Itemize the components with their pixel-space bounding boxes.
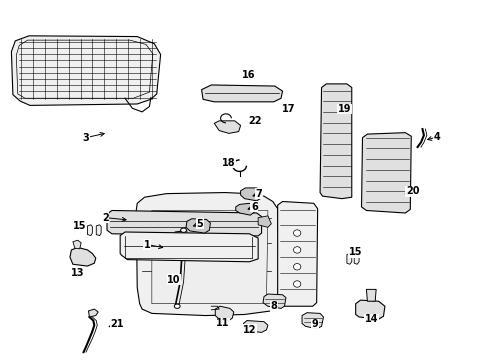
Ellipse shape — [293, 247, 300, 253]
Polygon shape — [235, 203, 254, 215]
Polygon shape — [185, 219, 210, 233]
Polygon shape — [152, 211, 267, 304]
Polygon shape — [240, 188, 261, 201]
Text: 21: 21 — [110, 319, 123, 329]
Polygon shape — [214, 121, 240, 134]
Polygon shape — [96, 225, 101, 235]
Text: 19: 19 — [337, 104, 350, 114]
Text: 12: 12 — [242, 325, 256, 335]
Polygon shape — [87, 225, 92, 235]
Polygon shape — [243, 320, 267, 332]
Text: 14: 14 — [364, 314, 377, 324]
Text: 16: 16 — [241, 70, 255, 80]
Polygon shape — [302, 313, 323, 329]
Polygon shape — [320, 84, 351, 199]
Polygon shape — [11, 36, 160, 105]
Polygon shape — [258, 216, 271, 227]
Text: 18: 18 — [222, 158, 235, 168]
Text: 5: 5 — [196, 219, 203, 229]
Text: 15: 15 — [348, 247, 362, 257]
Ellipse shape — [293, 281, 300, 287]
Ellipse shape — [293, 230, 300, 236]
Polygon shape — [215, 306, 233, 320]
Polygon shape — [355, 300, 384, 319]
Text: 9: 9 — [311, 319, 318, 329]
Polygon shape — [136, 193, 279, 316]
Polygon shape — [73, 240, 81, 249]
Polygon shape — [353, 253, 358, 264]
Text: 6: 6 — [250, 202, 257, 212]
Polygon shape — [277, 202, 317, 306]
Polygon shape — [70, 247, 96, 266]
Ellipse shape — [180, 228, 186, 232]
Text: 1: 1 — [143, 239, 150, 249]
Polygon shape — [88, 309, 98, 317]
Polygon shape — [120, 232, 258, 262]
Polygon shape — [361, 133, 410, 213]
Text: 2: 2 — [102, 213, 109, 222]
Polygon shape — [201, 85, 282, 102]
Text: 8: 8 — [270, 301, 277, 311]
Polygon shape — [366, 289, 375, 301]
Polygon shape — [346, 253, 351, 264]
Text: 15: 15 — [73, 221, 86, 231]
Text: 13: 13 — [71, 267, 84, 278]
Polygon shape — [263, 294, 285, 309]
Text: 22: 22 — [248, 116, 262, 126]
Text: 10: 10 — [167, 275, 180, 285]
Text: 20: 20 — [405, 186, 419, 197]
Polygon shape — [107, 211, 261, 236]
Ellipse shape — [174, 304, 180, 309]
Text: 17: 17 — [281, 104, 295, 114]
Text: 7: 7 — [255, 189, 262, 199]
Text: 3: 3 — [82, 133, 89, 143]
Text: 4: 4 — [433, 132, 440, 142]
Text: 11: 11 — [215, 319, 229, 328]
Ellipse shape — [293, 264, 300, 270]
